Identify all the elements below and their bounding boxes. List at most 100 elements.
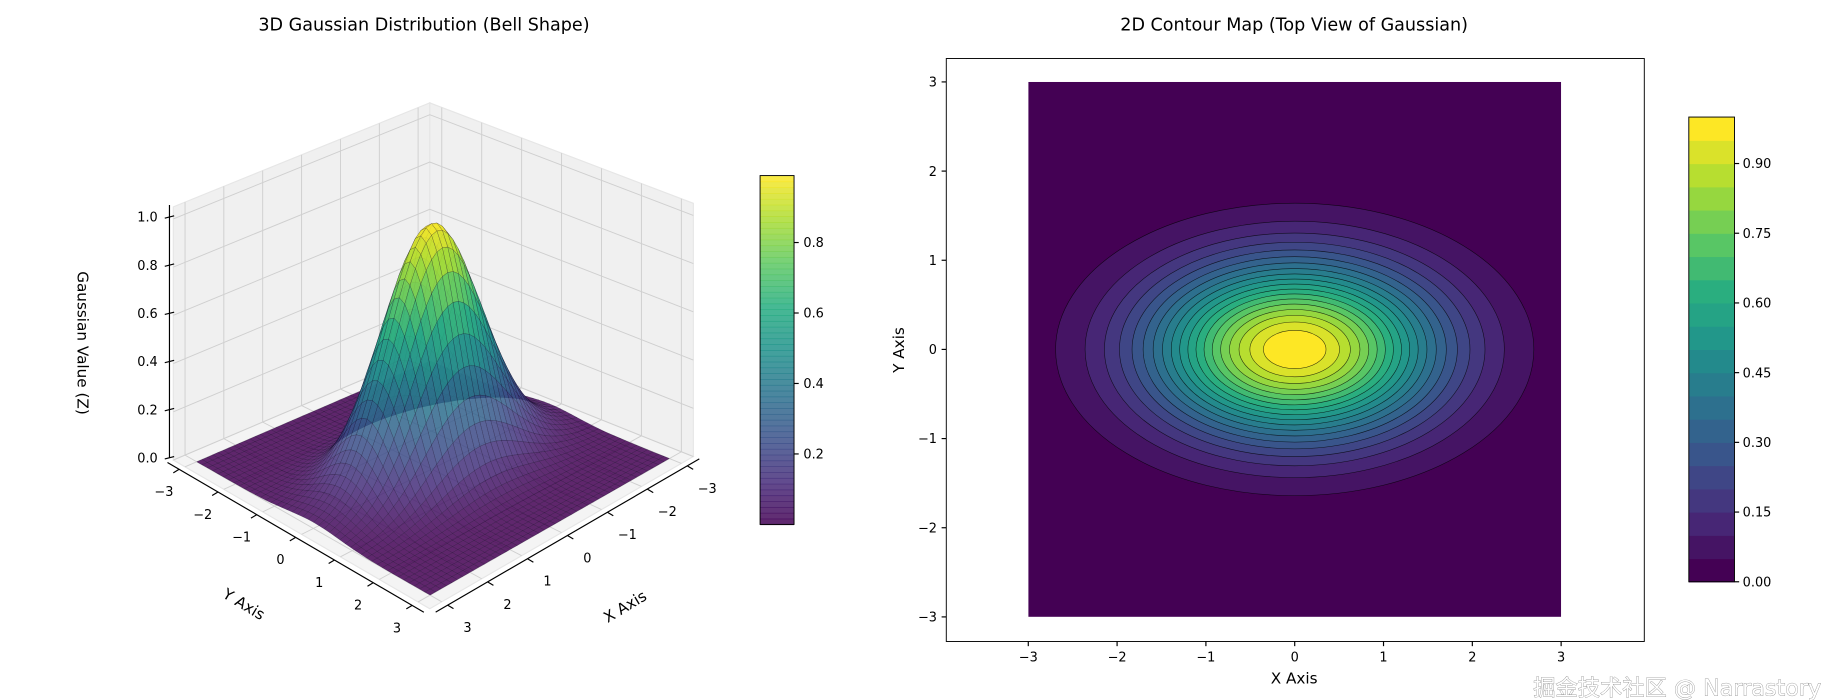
y-tick-label: −1 bbox=[918, 432, 937, 447]
colorbar-segment bbox=[760, 291, 795, 299]
colorbar-tick-label: 0.90 bbox=[1743, 157, 1772, 172]
y-axis-label: Y Axis bbox=[219, 584, 268, 624]
colorbar-band bbox=[1688, 233, 1735, 258]
colorbar-segment bbox=[760, 332, 795, 340]
x-axis-line bbox=[435, 458, 700, 613]
y-tick-mark bbox=[172, 468, 180, 474]
z-tick-label: 1.0 bbox=[137, 211, 157, 226]
surface-title: 3D Gaussian Distribution (Bell Shape) bbox=[258, 15, 589, 35]
colorbar-tick-label: 0.60 bbox=[1743, 297, 1772, 312]
x-tick-label: 1 bbox=[1379, 650, 1387, 665]
colorbar-segment bbox=[760, 489, 795, 497]
colorbar-band bbox=[1688, 163, 1735, 188]
z-tick-mark bbox=[164, 215, 175, 219]
colorbar-band bbox=[1688, 186, 1735, 211]
colorbar-tick-label: 0.15 bbox=[1743, 506, 1772, 521]
surface-colorbar: 0.2 0.4 0.6 0.8 bbox=[759, 175, 824, 526]
colorbar-segment bbox=[760, 501, 795, 508]
z-gridline bbox=[173, 208, 694, 316]
z-tick-label: 0.0 bbox=[137, 451, 157, 466]
colorbar-segment bbox=[760, 460, 795, 467]
contour-plot: 2D Contour Map (Top View of Gaussian) −3… bbox=[890, 15, 1771, 687]
contour-band bbox=[1263, 329, 1327, 369]
x-tick-label: −2 bbox=[1108, 650, 1127, 665]
x-tick-label: 2 bbox=[503, 598, 511, 613]
contour-axes: −3 −2 −1 0 1 2 3 −3 −2 −1 0 1 2 3 bbox=[918, 58, 1645, 665]
z-axis-label: Gaussian Value (Z) bbox=[73, 271, 91, 415]
y-tick-label: 2 bbox=[354, 599, 362, 614]
colorbar-band bbox=[1688, 210, 1735, 234]
colorbar-segment bbox=[760, 344, 795, 351]
y-tick-label: 1 bbox=[929, 254, 937, 269]
colorbar-band bbox=[1688, 395, 1735, 420]
x-tick-mark bbox=[447, 604, 454, 610]
colorbar-band bbox=[1688, 558, 1735, 583]
colorbar-segment bbox=[760, 379, 795, 386]
colorbar-band bbox=[1688, 349, 1735, 374]
colorbar-segment bbox=[760, 483, 795, 491]
colorbar-segment bbox=[760, 402, 795, 409]
z-tick-mark bbox=[164, 359, 175, 364]
x-tick-label: −3 bbox=[698, 482, 717, 497]
colorbar-segment bbox=[760, 506, 795, 514]
x-tick-label: 1 bbox=[543, 575, 551, 590]
contour-title: 2D Contour Map (Top View of Gaussian) bbox=[1120, 15, 1468, 35]
colorbar-segment bbox=[760, 309, 795, 316]
y-tick-label: 0 bbox=[929, 343, 937, 358]
contour-colorbar: 0.00 0.15 0.30 0.45 0.60 0.75 0.90 bbox=[1688, 116, 1772, 590]
colorbar-segment bbox=[760, 315, 795, 322]
colorbar-tick-label: 0.00 bbox=[1743, 575, 1772, 590]
y-tick-mark bbox=[406, 604, 413, 610]
y-tick-label: 2 bbox=[929, 165, 937, 180]
colorbar-band bbox=[1688, 256, 1735, 281]
colorbar-band bbox=[1688, 279, 1735, 304]
surface-3d-axes: 0.0 0.2 0.4 0.6 0.8 1.0 −3 −2 −1 0 1 2 3 3 2 1 0 −1 −2 −3 bbox=[137, 102, 717, 636]
contour-x-axis-label: X Axis bbox=[1271, 670, 1318, 688]
colorbar-segment bbox=[760, 425, 795, 433]
colorbar-segment bbox=[760, 396, 795, 404]
colorbar-segment bbox=[760, 297, 795, 305]
y-tick-mark bbox=[328, 559, 335, 565]
colorbar-segment bbox=[760, 437, 795, 444]
colorbar-segment bbox=[760, 448, 795, 456]
surface-3d-plot: 3D Gaussian Distribution (Bell Shape) 0.… bbox=[73, 15, 824, 636]
y-tick-label: −2 bbox=[193, 508, 212, 523]
z-tick-label: 0.2 bbox=[137, 403, 157, 418]
colorbar-segment bbox=[760, 326, 795, 334]
colorbar-segment bbox=[760, 355, 795, 363]
colorbar-frame bbox=[1688, 116, 1735, 583]
y-tick-mark bbox=[250, 514, 258, 519]
colorbar-band bbox=[1688, 302, 1735, 327]
colorbar-segment bbox=[760, 274, 795, 281]
z-gridline bbox=[173, 114, 694, 220]
colorbar-segment bbox=[760, 204, 795, 212]
x-tick-mark bbox=[607, 511, 614, 517]
colorbar-segment bbox=[760, 216, 795, 223]
colorbar-segment bbox=[760, 233, 795, 241]
contour-y-axis-label: Y Axis bbox=[890, 327, 908, 374]
y-tick-label: 3 bbox=[393, 621, 401, 636]
z-gridline bbox=[173, 161, 694, 268]
colorbar-segment bbox=[760, 227, 795, 235]
colorbar-segment bbox=[760, 210, 795, 217]
contour-fill-group bbox=[1028, 81, 1562, 617]
colorbar-segment bbox=[760, 239, 795, 247]
colorbar-band bbox=[1688, 419, 1735, 443]
colorbar-segment bbox=[760, 443, 795, 450]
x-axis-label: X Axis bbox=[600, 587, 649, 627]
colorbar-segment bbox=[760, 245, 795, 252]
colorbar-segment bbox=[760, 280, 795, 287]
y-tick-mark bbox=[367, 582, 374, 587]
z-tick-mark bbox=[164, 311, 175, 316]
colorbar-segment bbox=[760, 431, 795, 438]
colorbar-segment bbox=[760, 256, 795, 264]
x-tick-label: 0 bbox=[583, 551, 591, 566]
colorbar-segment bbox=[760, 367, 795, 374]
y-tick-mark bbox=[211, 491, 219, 496]
colorbar-segment bbox=[760, 454, 795, 462]
colorbar-band bbox=[1688, 442, 1735, 467]
colorbar-segment bbox=[760, 222, 795, 229]
colorbar-segment bbox=[760, 286, 795, 293]
colorbar-segment bbox=[760, 175, 795, 183]
colorbar-tick-label: 0.45 bbox=[1743, 366, 1772, 381]
